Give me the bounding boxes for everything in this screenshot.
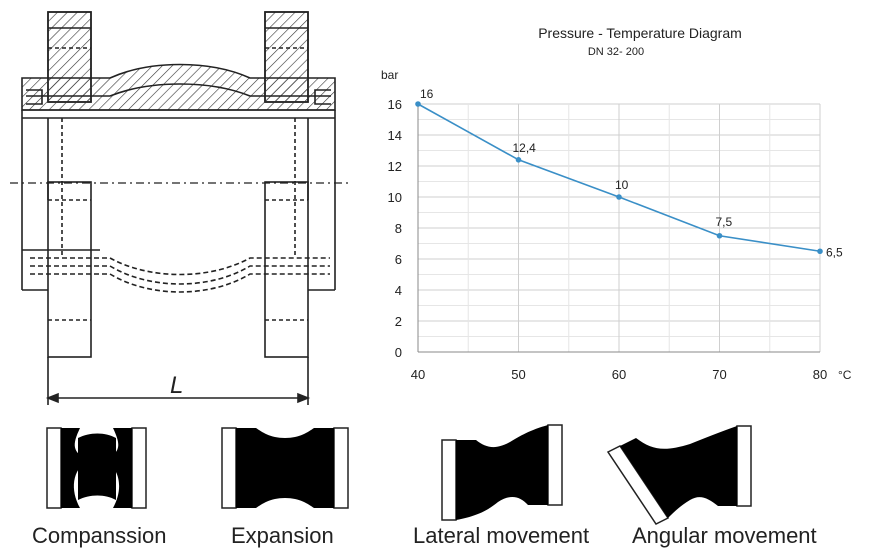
movement-icon-lateral	[441, 424, 563, 521]
caption-lateral-movement: Lateral movement	[413, 523, 590, 548]
y-tick-label: 12	[388, 159, 402, 174]
bottom-left-flange	[47, 181, 92, 358]
chart-ticks: 0 2 4 6 8 10 12 14 16 40 50 60 70 80	[388, 97, 828, 382]
data-label: 6,5	[826, 245, 843, 259]
caption-compression: Companssion	[32, 523, 167, 548]
chart-series	[415, 101, 823, 255]
y-axis-label: bar	[381, 68, 398, 82]
bottom-right-flange	[264, 181, 309, 358]
x-tick-label: 80	[813, 367, 827, 382]
y-tick-label: 0	[395, 345, 402, 360]
chart-subtitle: DN 32- 200	[588, 46, 644, 58]
caption-expansion: Expansion	[231, 523, 334, 548]
length-label: L	[170, 372, 183, 399]
x-tick-label: 50	[511, 367, 525, 382]
x-tick-label: 60	[612, 367, 626, 382]
expansion-joint-cross-section	[10, 11, 352, 405]
x-tick-label: 40	[411, 367, 425, 382]
y-tick-label: 16	[388, 97, 402, 112]
data-label: 12,4	[513, 141, 537, 155]
movement-icon-expansion	[221, 427, 349, 509]
data-label: 10	[615, 178, 629, 192]
y-tick-label: 10	[388, 190, 402, 205]
y-tick-label: 8	[395, 221, 402, 236]
pressure-temperature-chart: Pressure - Temperature Diagram DN 32- 20…	[381, 25, 852, 382]
y-tick-label: 6	[395, 252, 402, 267]
movement-icon-compression	[46, 427, 147, 509]
data-label: 16	[420, 87, 434, 101]
y-tick-label: 2	[395, 314, 402, 329]
x-axis-label: °C	[838, 368, 852, 382]
rubber-body-bottom-hidden	[30, 257, 330, 276]
data-point	[817, 248, 823, 255]
length-dimension	[45, 357, 311, 405]
data-point	[415, 101, 421, 107]
chart-point-labels: 16 12,4 10 7,5 6,5	[420, 87, 843, 259]
y-tick-label: 14	[388, 128, 402, 143]
movement-icon-angular	[606, 425, 752, 525]
data-point	[515, 157, 522, 163]
chart-title: Pressure - Temperature Diagram	[538, 25, 742, 41]
y-tick-label: 4	[395, 283, 402, 298]
data-label: 7,5	[716, 215, 733, 229]
x-tick-label: 70	[712, 367, 726, 382]
rubber-body-top	[21, 63, 336, 111]
data-point	[716, 232, 723, 239]
chart-grid	[417, 103, 821, 353]
data-point	[616, 194, 622, 200]
caption-angular-movement: Angular movement	[632, 523, 817, 548]
